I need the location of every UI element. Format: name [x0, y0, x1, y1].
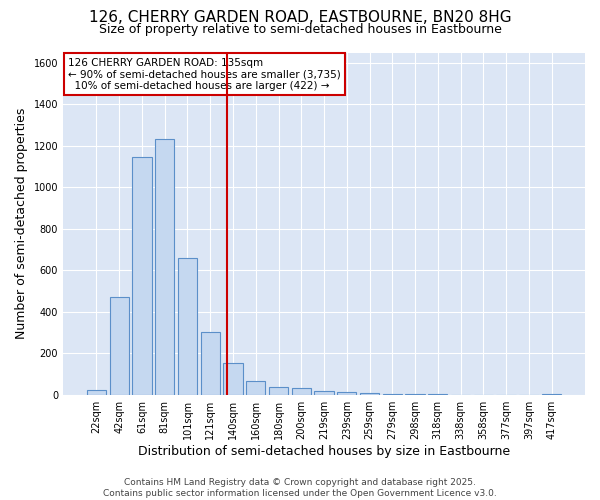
Bar	[155, 138, 175, 394]
Bar	[110, 297, 129, 394]
X-axis label: Distribution of semi-detached houses by size in Eastbourne: Distribution of semi-detached houses by …	[138, 444, 510, 458]
Bar	[360, 393, 379, 394]
Bar	[292, 388, 311, 394]
Bar	[223, 362, 242, 394]
Bar	[337, 392, 356, 394]
Bar	[314, 390, 334, 394]
Text: Size of property relative to semi-detached houses in Eastbourne: Size of property relative to semi-detach…	[98, 22, 502, 36]
Text: Contains HM Land Registry data © Crown copyright and database right 2025.
Contai: Contains HM Land Registry data © Crown c…	[103, 478, 497, 498]
Bar	[269, 387, 288, 394]
Bar	[132, 157, 152, 394]
Bar	[200, 332, 220, 394]
Bar	[87, 390, 106, 394]
Text: 126 CHERRY GARDEN ROAD: 135sqm
← 90% of semi-detached houses are smaller (3,735): 126 CHERRY GARDEN ROAD: 135sqm ← 90% of …	[68, 58, 341, 91]
Bar	[178, 258, 197, 394]
Text: 126, CHERRY GARDEN ROAD, EASTBOURNE, BN20 8HG: 126, CHERRY GARDEN ROAD, EASTBOURNE, BN2…	[89, 10, 511, 25]
Bar	[246, 381, 265, 394]
Y-axis label: Number of semi-detached properties: Number of semi-detached properties	[15, 108, 28, 340]
